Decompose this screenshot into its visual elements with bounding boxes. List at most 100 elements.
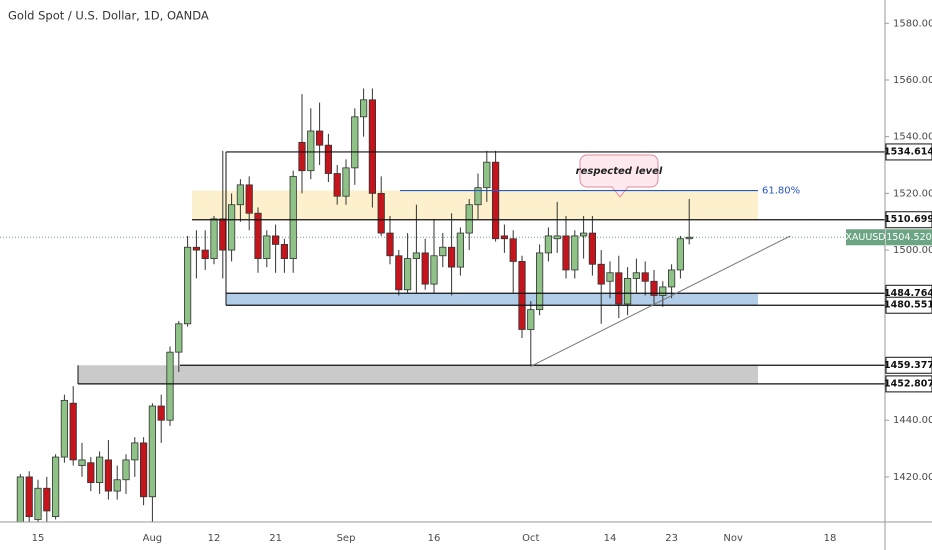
candle-body (263, 235, 271, 259)
x-tick-label: Nov (723, 533, 743, 544)
y-tick-label: 1420.000 (893, 472, 932, 483)
y-tick-label: 1520.000 (893, 188, 932, 199)
y-tick-label: 1540.000 (893, 132, 932, 143)
symbol-box (846, 229, 885, 246)
x-tick-label: Aug (143, 533, 163, 544)
candle-body (315, 130, 324, 146)
overlay: respected level 61.80% (77, 151, 885, 385)
candle-body (342, 167, 350, 197)
candle-body (43, 487, 51, 512)
candle-body (96, 456, 104, 483)
candle-body (25, 476, 33, 518)
candle-body (16, 476, 25, 522)
level-label: 1452.807 (884, 378, 932, 389)
zone (78, 365, 758, 384)
level-label: 1534.614 (884, 146, 932, 157)
level-label-box (885, 296, 932, 314)
candle-body (403, 258, 412, 291)
x-tick-label: 15 (32, 533, 45, 544)
callout-text: respected level (576, 166, 663, 177)
x-tick-label: 21 (269, 533, 282, 544)
last-price-box (886, 229, 932, 246)
candle-body (483, 161, 491, 189)
candle-body (122, 459, 130, 481)
zone (226, 293, 758, 306)
x-tick-label: Oct (522, 533, 539, 544)
candle-body (500, 235, 509, 240)
candle-body (298, 141, 306, 172)
candle-body (562, 235, 570, 271)
candle-body (491, 161, 500, 240)
x-tick-label: 14 (604, 533, 617, 544)
candle-body (676, 238, 685, 271)
candle-body (571, 235, 579, 271)
candle-body (518, 261, 526, 330)
level-label-box (885, 375, 932, 393)
candle-body (324, 144, 333, 174)
candle-body (271, 235, 280, 245)
candle-body (175, 323, 183, 353)
candle-body (439, 246, 447, 257)
candle-body (553, 235, 561, 240)
candle-body (78, 459, 86, 466)
candle-body (527, 309, 535, 330)
candle-body (139, 442, 148, 498)
candle-body (580, 232, 588, 237)
candle-body (52, 456, 60, 518)
candle-body (87, 462, 95, 483)
candle-body (351, 116, 359, 169)
candle-body (289, 175, 297, 259)
y-tick-label: 1440.000 (893, 415, 932, 426)
x-tick-label: 18 (824, 533, 837, 544)
candle-body (60, 399, 69, 458)
symbol-label: XAUUSD (845, 232, 885, 243)
candle-body (624, 278, 632, 305)
trendline (530, 235, 791, 367)
candle-body (659, 286, 667, 296)
candle-body (395, 255, 403, 291)
candle-body (210, 218, 218, 259)
level-label-box (885, 143, 932, 161)
chart-title: Gold Spot / U.S. Dollar, 1D, OANDA (8, 9, 209, 23)
y-tick-label: 1560.000 (893, 75, 932, 86)
candle-body (465, 204, 473, 234)
candle-body (597, 263, 605, 285)
level-label: 1480.551 (884, 300, 932, 311)
candle-body (359, 99, 368, 118)
candle-body (386, 232, 394, 257)
candle-body (131, 442, 139, 461)
candle-body (113, 479, 121, 492)
candle-body (166, 351, 174, 421)
candle-body (536, 252, 544, 311)
x-tick-label: 12 (208, 533, 221, 544)
candle-body (377, 192, 385, 234)
level-label-box (885, 211, 932, 229)
last-price-label: 1504.520 (886, 232, 931, 243)
candle-body (615, 272, 623, 305)
candle-body (69, 402, 77, 461)
level-label: 1484.764 (884, 288, 932, 299)
candle-body (368, 99, 377, 194)
y-tick-label: 1580.000 (893, 18, 932, 29)
candle-body (412, 252, 421, 259)
candle-body (588, 232, 597, 265)
candle-body (606, 272, 614, 282)
candle-body (650, 280, 658, 296)
candle-body (685, 236, 693, 240)
candle-body (183, 246, 192, 325)
candle-body (509, 238, 517, 262)
candle-body (307, 130, 315, 172)
candle-body (430, 255, 438, 285)
candle-body (34, 487, 42, 520)
candle-body (227, 204, 236, 251)
candle-body (280, 244, 289, 259)
candle-body (245, 184, 253, 214)
candle-body (148, 405, 156, 498)
candle-body (447, 246, 456, 268)
candle-body (456, 232, 465, 268)
candle-body (641, 272, 649, 282)
candle-body (544, 235, 553, 254)
candle-body (254, 212, 262, 259)
candle-body (333, 173, 341, 197)
candle-body (236, 184, 244, 206)
